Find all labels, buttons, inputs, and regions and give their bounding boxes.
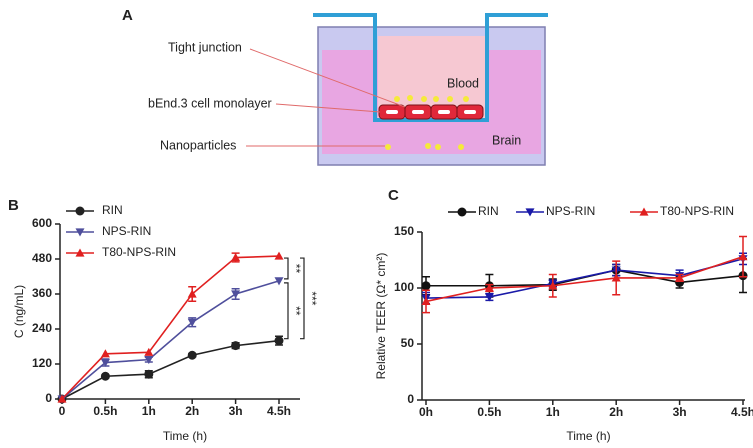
legend-label: NPS-RIN: [102, 224, 151, 238]
x-tick-label: 4.5h: [731, 405, 753, 419]
legend-label: NPS-RIN: [546, 204, 595, 218]
significance-label: **: [289, 264, 303, 274]
transwell-diagram: A Tight junction bEnd.3 cell monolayer N…: [122, 7, 548, 166]
series-line: [61, 255, 280, 400]
marker: [231, 341, 241, 351]
x-axis-label: Time (h): [163, 429, 207, 443]
x-tick-label: 0.5h: [93, 404, 117, 418]
significance-label: ***: [305, 291, 319, 305]
marker: [675, 273, 685, 282]
y-tick-label: 600: [32, 216, 52, 230]
marker: [100, 349, 110, 358]
y-tick-label: 100: [394, 280, 414, 294]
nanoparticles: [385, 95, 469, 150]
y-axis-label: C (ng/mL): [12, 285, 26, 338]
marker: [75, 228, 85, 237]
legend-label: RIN: [102, 203, 123, 217]
significance-bracket: [300, 257, 305, 340]
x-tick-label: 3h: [229, 404, 243, 418]
marker: [484, 283, 494, 292]
marker: [144, 369, 154, 379]
y-tick-label: 240: [32, 321, 52, 335]
series-line: [425, 255, 744, 303]
x-tick-label: 0h: [419, 405, 433, 419]
panel-label: C: [388, 187, 399, 204]
x-tick-label: 2h: [185, 404, 199, 418]
marker: [100, 358, 110, 368]
x-tick-label: 3h: [673, 405, 687, 419]
marker: [639, 207, 649, 216]
marker: [457, 207, 467, 217]
significance-bracket: [284, 282, 289, 340]
marker: [274, 251, 284, 260]
marker: [525, 208, 535, 217]
y-tick-label: 50: [401, 336, 415, 350]
significance-label: **: [289, 306, 303, 316]
marker: [421, 296, 431, 306]
chart: C 0 50 100 150 0h 0.5h 1h 2h 3h 4.5h Time (h) Relati…: [374, 187, 753, 443]
marker: [231, 290, 241, 299]
y-axis-label: Relative TEER (Ω* cm²): [374, 253, 388, 380]
label: bEnd.3 cell monolayer: [148, 96, 272, 110]
marker: [231, 253, 241, 262]
marker: [187, 289, 197, 298]
x-tick-label: 1h: [142, 404, 156, 418]
marker: [274, 336, 284, 346]
legend-label: T80-NPS-RIN: [102, 245, 176, 259]
y-tick-label: 360: [32, 286, 52, 300]
y-tick-label: 480: [32, 251, 52, 265]
marker: [75, 206, 85, 216]
marker: [144, 356, 154, 365]
marker: [274, 277, 284, 286]
chart: B 0 120 240 360 480 600 0 0.5h 1h 2h 3h 4.5h Time (h)…: [8, 197, 319, 443]
y-tick-label: 120: [32, 356, 52, 370]
legend-label: T80-NPS-RIN: [660, 204, 734, 218]
marker: [144, 347, 154, 356]
marker: [548, 281, 558, 290]
marker: [187, 318, 197, 327]
x-tick-label: 0: [59, 404, 66, 418]
y-tick-label: 0: [407, 392, 414, 406]
pointer-lines: [246, 48, 406, 147]
x-tick-label: 0.5h: [477, 405, 501, 419]
marker: [738, 252, 748, 261]
legend-label: RIN: [478, 204, 499, 218]
x-tick-label: 1h: [546, 405, 560, 419]
marker: [75, 248, 85, 257]
x-tick-label: 2h: [609, 405, 623, 419]
x-axis-label: Time (h): [566, 429, 610, 443]
series-line: [425, 258, 744, 299]
x-tick-label: 4.5h: [267, 404, 291, 418]
series-line: [61, 280, 280, 400]
y-tick-label: 150: [394, 224, 414, 238]
label: Nanoparticles: [160, 138, 236, 152]
nuclei: [386, 110, 476, 114]
marker: [421, 281, 431, 291]
panel-label: A: [122, 7, 133, 24]
label: Tight junction: [168, 40, 242, 54]
marker: [187, 350, 197, 360]
insert: [313, 13, 548, 122]
significance-bracket: [284, 257, 289, 280]
marker: [484, 293, 494, 302]
marker: [100, 371, 110, 381]
y-tick-label: 0: [45, 391, 52, 405]
series-line: [61, 339, 280, 400]
region-label: Brain: [492, 133, 521, 147]
marker: [611, 273, 621, 282]
panel-label: B: [8, 197, 19, 214]
marker: [57, 394, 67, 403]
region-label: Blood: [447, 76, 479, 90]
